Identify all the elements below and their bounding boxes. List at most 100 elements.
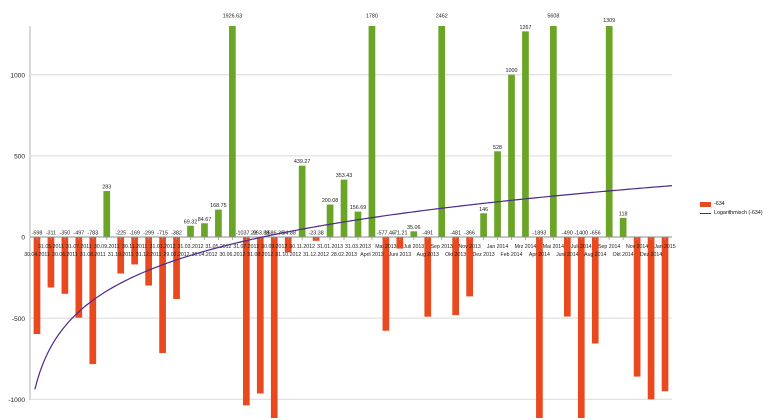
bar-value-label: -656 [590, 231, 601, 237]
bar [117, 237, 125, 274]
x-axis-tick-label: Juni 2014 [556, 252, 579, 258]
bar [187, 225, 194, 237]
bar [508, 74, 515, 237]
legend-line-swatch-icon [700, 213, 711, 214]
bar [550, 26, 557, 237]
y-axis-tick-label: 1000 [11, 72, 26, 79]
bar [270, 237, 278, 418]
y-axis-tick-label: -500 [12, 316, 25, 323]
x-axis-tick-label: Mrz 2014 [515, 244, 537, 250]
bar-value-label: -23.38 [308, 231, 323, 237]
bar [466, 237, 473, 297]
bar [605, 26, 613, 237]
legend-item-series: -634 [700, 200, 770, 209]
bar-value-label: -783 [87, 231, 98, 237]
x-axis-tick-label: 30.06.2012 [219, 252, 245, 258]
x-axis-tick-label: 31.07.2012 [233, 244, 259, 250]
x-axis-tick-label: Jan 2015 [654, 244, 675, 250]
x-axis-tick-label: April 2013 [360, 252, 383, 258]
bar-value-label: -225 [115, 231, 126, 237]
bar-value-label: -577.46 [377, 231, 395, 237]
bar-value-label: 283 [102, 185, 111, 191]
x-axis-tick-label: 30.04.2012 [191, 252, 217, 258]
bar-value-label: -491 [422, 231, 433, 237]
bar-value-label: -311 [46, 231, 56, 237]
bar [201, 223, 208, 237]
x-axis-tick-label: Mai 2013 [375, 244, 396, 250]
bar [410, 231, 418, 237]
bar-value-label: 2462 [436, 14, 448, 20]
bar-value-label: 528 [493, 145, 502, 151]
bar-value-label: 1267 [519, 25, 531, 31]
bar-value-label: 1780 [366, 14, 378, 20]
x-axis-tick-label: Okt 2013 [445, 252, 466, 258]
bar [522, 31, 529, 237]
bar-value-label: 84.67 [198, 217, 212, 223]
bar [536, 237, 543, 418]
x-axis-tick-label: Feb 2014 [501, 252, 523, 258]
bar-value-label: 146 [479, 207, 488, 213]
x-axis-tick-label: 31.12.2012 [303, 252, 329, 258]
bar [647, 237, 655, 400]
bar-value-label: -1400 [574, 231, 588, 237]
bar-value-label: 156.69 [350, 205, 367, 211]
x-axis-tick-label: 30.04.2011 [24, 252, 50, 258]
legend-bar-swatch-icon [700, 202, 711, 207]
bar [215, 209, 222, 237]
bar-value-label: 1926.63 [223, 14, 243, 20]
x-axis-tick-label: Aug 2014 [584, 252, 606, 258]
bar [661, 237, 669, 392]
chart-legend: -634 Logarithmisch (-634) [700, 200, 770, 218]
x-axis-tick-label: 31.08.2012 [247, 252, 273, 258]
bar [131, 237, 139, 265]
bar [424, 237, 432, 317]
x-axis-tick-label: 31.12.2011 [136, 252, 162, 258]
bar-value-label: 1686.36 [264, 231, 284, 237]
x-axis-tick-label: 31.01.2012 [150, 244, 176, 250]
bar [438, 26, 446, 237]
x-axis-tick-label: 31.08.2011 [80, 252, 106, 258]
bar-value-label: 353.43 [336, 173, 353, 179]
legend-series-label: -634 [714, 201, 725, 207]
bar-value-label: 200.08 [322, 198, 339, 204]
x-axis-tick-label: 30.11.2012 [289, 244, 315, 250]
x-axis-tick-label: 31.10.2012 [275, 252, 301, 258]
x-axis-tick-label: Apr 2014 [529, 252, 550, 258]
bar-value-label: 35.06 [407, 225, 421, 231]
bar [298, 165, 306, 237]
bar [396, 237, 404, 249]
y-axis-tick-label: -1000 [8, 397, 25, 404]
x-axis-tick-label: Sep 2013 [431, 244, 453, 250]
bar-value-label: 5608 [547, 14, 559, 20]
x-axis-tick-label: 31.05.2011 [38, 244, 64, 250]
bar [75, 237, 83, 318]
x-axis-tick-label: 30.09.2012 [261, 244, 287, 250]
x-axis-tick-label: 29.02.2012 [164, 252, 190, 258]
bar [480, 213, 487, 237]
bar-value-label: -71.21 [392, 231, 407, 237]
x-axis-tick-label: Juli 2014 [571, 244, 592, 250]
x-axis-tick-label: Nov 2014 [626, 244, 648, 250]
bar [284, 237, 292, 253]
bar [145, 237, 152, 286]
bar [173, 237, 180, 299]
x-axis-tick-label: Nov 2013 [459, 244, 481, 250]
bar [619, 217, 627, 237]
bar-value-label: -715 [157, 231, 168, 237]
bar-value-label: 439.27 [294, 159, 311, 165]
x-axis-tick-label: Aug 2013 [417, 252, 439, 258]
x-axis-tick-label: Dez 2014 [640, 252, 662, 258]
bar [340, 179, 348, 237]
bar [452, 237, 460, 316]
bar [563, 237, 571, 317]
bar-value-label: -94.88 [281, 231, 296, 237]
bar [47, 237, 55, 288]
bar-value-label: -350 [59, 231, 70, 237]
bar-value-label: -963.88 [251, 231, 269, 237]
x-axis-tick-label: Okt 2014 [613, 252, 634, 258]
bar-value-label: -366 [464, 231, 475, 237]
bar-value-label: 168.75 [210, 203, 227, 209]
bar-value-label: 1000 [506, 68, 518, 74]
